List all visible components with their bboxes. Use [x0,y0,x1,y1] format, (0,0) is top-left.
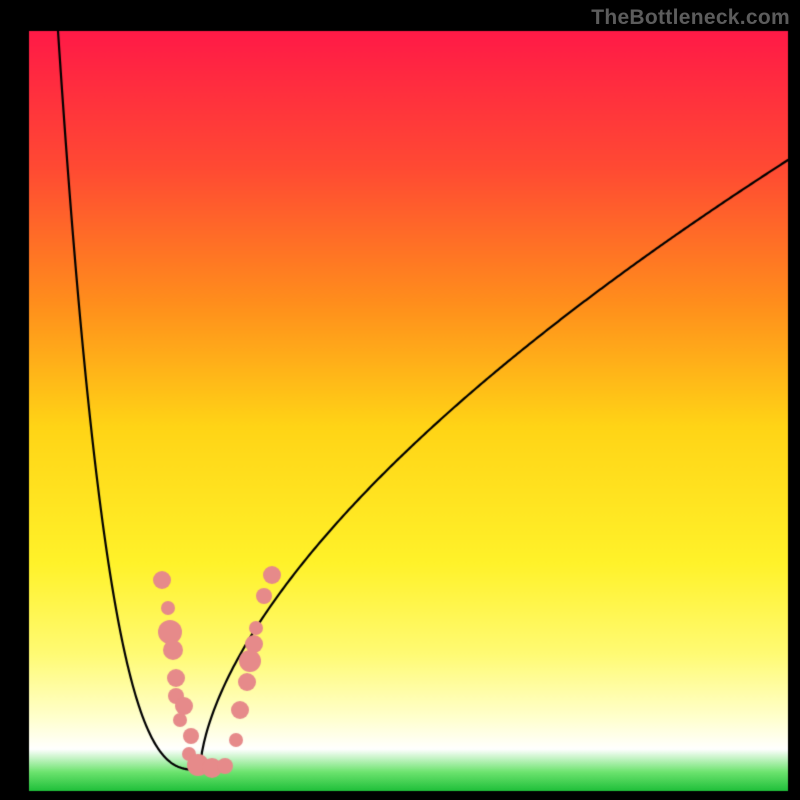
bottleneck-chart-canvas [0,0,800,800]
watermark-text: TheBottleneck.com [591,6,790,30]
chart-stage: TheBottleneck.com [0,0,800,800]
